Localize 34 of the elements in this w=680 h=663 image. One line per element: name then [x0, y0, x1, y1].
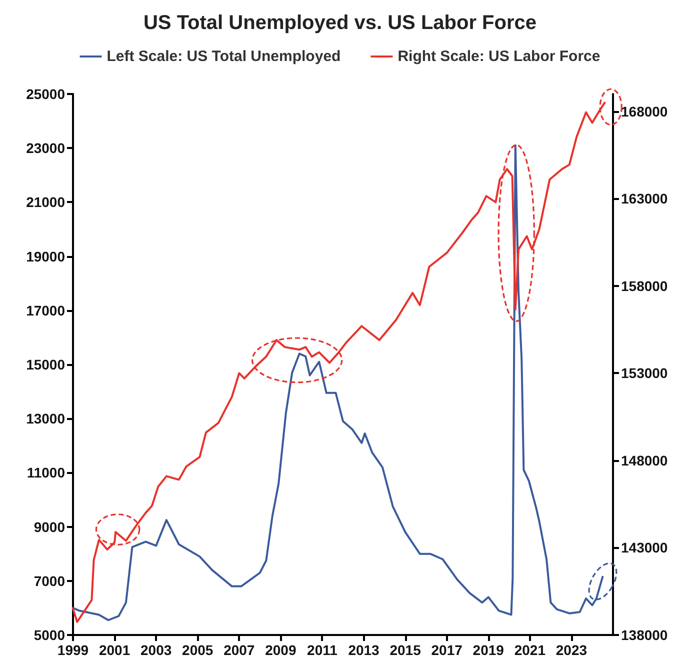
y-tick-label: 11000: [26, 464, 66, 481]
y2-tick-label: 153000: [621, 365, 668, 382]
x-tick-label: 2017: [431, 642, 463, 658]
x-tick-label: 2015: [390, 642, 422, 658]
y-tick-label: 13000: [26, 410, 66, 427]
y2-tick-label: 138000: [621, 627, 668, 643]
y-tick-label: 9000: [34, 518, 66, 535]
y-tick-label: 15000: [26, 356, 66, 372]
x-tick-label: 1999: [57, 642, 89, 658]
y-tick-label: 25000: [26, 86, 66, 102]
y2-tick-label: 143000: [621, 540, 668, 556]
legend-label: Left Scale: US Total Unemployed: [106, 48, 341, 65]
x-tick-label: 2011: [307, 642, 338, 658]
chart-title: US Total Unemployed vs. US Labor Force: [143, 12, 537, 34]
y2-tick-label: 168000: [621, 103, 668, 120]
y-tick-label: 23000: [26, 140, 66, 156]
x-tick-label: 2013: [348, 642, 380, 658]
y-tick-label: 7000: [34, 572, 66, 589]
y2-tick-label: 148000: [621, 452, 668, 468]
x-tick-label: 2001: [98, 642, 130, 658]
y2-tick-label: 158000: [621, 278, 668, 294]
x-tick-label: 2003: [140, 642, 172, 658]
x-tick-label: 2021: [514, 642, 546, 658]
y-tick-label: 19000: [26, 248, 66, 264]
x-tick-label: 2007: [224, 642, 255, 658]
y-tick-label: 5000: [34, 627, 66, 643]
x-tick-label: 2005: [182, 642, 214, 658]
y-tick-label: 21000: [26, 194, 66, 210]
y-tick-label: 17000: [26, 302, 66, 318]
legend-label: Right Scale: US Labor Force: [398, 48, 600, 65]
x-tick-label: 2019: [472, 642, 504, 658]
y2-tick-label: 163000: [621, 190, 668, 207]
x-tick-label: 2023: [556, 642, 588, 658]
x-tick-label: 2009: [265, 642, 296, 658]
